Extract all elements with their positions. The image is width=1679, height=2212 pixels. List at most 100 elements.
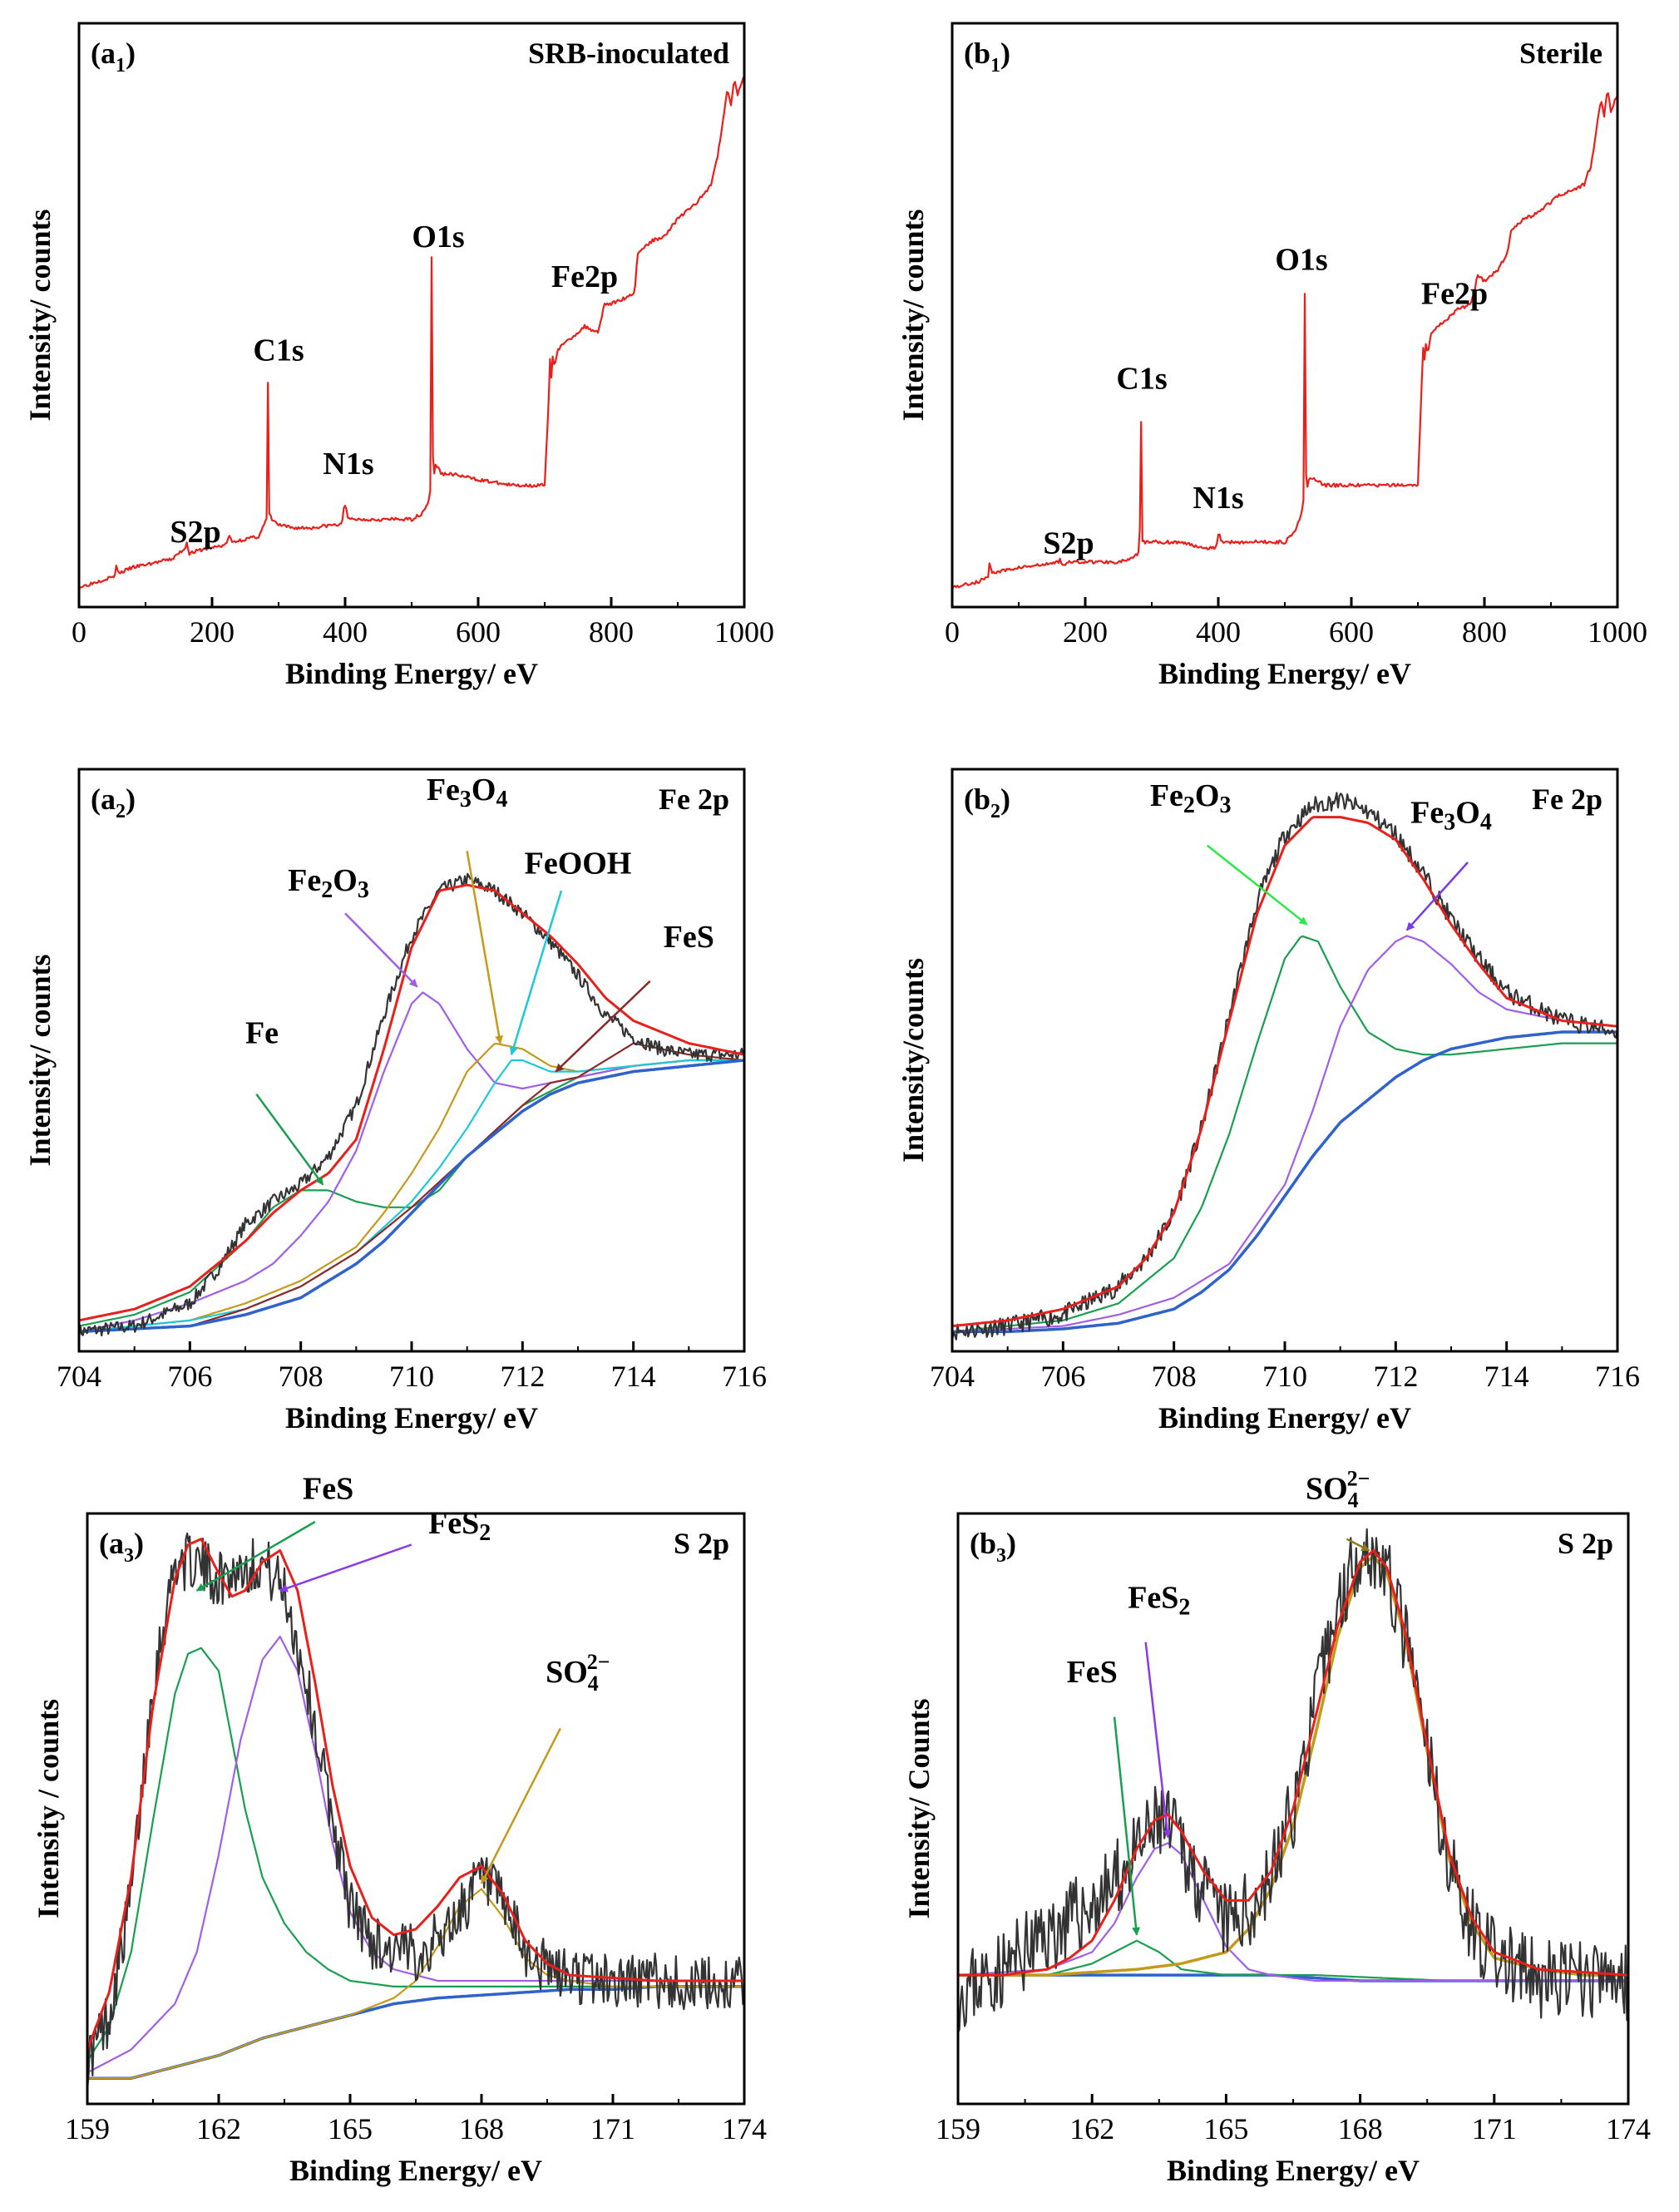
x-tick-label: 165 [1203, 2112, 1248, 2145]
x-axis-label: Binding Energy/ eV [289, 2154, 542, 2187]
x-tick-label: 716 [722, 1360, 767, 1393]
x-tick-label: 714 [1484, 1360, 1529, 1393]
x-tick-label: 171 [590, 2112, 635, 2145]
panel-label: (b1) [964, 37, 1010, 77]
x-tick-label: 710 [1262, 1360, 1307, 1393]
x-tick-label: 1000 [714, 615, 774, 649]
panel-a3: 159 162 165 168 171 174 Binding Energy/ eV Inte… [32, 1471, 767, 2187]
peak-annotation: FeS [1067, 1655, 1118, 1690]
peak-annotation: O1s [1275, 242, 1327, 277]
x-tick-label: 0 [72, 615, 86, 649]
x-tick-label: 708 [279, 1360, 323, 1393]
peak-annotation: O1s [412, 220, 464, 254]
series-fes2 [87, 1635, 744, 2074]
y-axis-label: Intensity/ counts [896, 209, 930, 421]
series-group [79, 75, 744, 590]
annotation-arrow [555, 980, 651, 1073]
x-tick-label: 168 [1338, 2112, 1383, 2145]
series-so4-2- [958, 1554, 1628, 1977]
plot-frame [951, 22, 1619, 609]
series-fit [87, 1538, 744, 2051]
series-background [952, 1030, 1617, 1334]
y-axis-label: Intensity/ Counts [902, 1698, 936, 1918]
series-fe3o4 [79, 1042, 744, 1333]
series-group [952, 91, 1617, 590]
annotation-arrow [279, 1543, 412, 1592]
panel-a2: 704 706 708 710 712 714 716 Binding Energy/ eV I… [23, 768, 767, 1434]
series-survey [79, 75, 744, 590]
series-group [958, 1528, 1628, 2033]
x-tick-label: 159 [936, 2112, 980, 2145]
series-fes [87, 1647, 744, 2062]
panel-b1: 0 200 400 600 800 1000 Binding Energy/ eV Inten… [896, 22, 1647, 690]
x-tick-label: 800 [589, 615, 634, 649]
plot-frame [86, 1512, 746, 2106]
peak-annotation: Fe [245, 1016, 279, 1051]
x-tick-label: 706 [1040, 1360, 1085, 1393]
peak-annotation: Fe2p [551, 259, 618, 294]
panel-title: S 2p [1558, 1527, 1613, 1560]
x-tick-label: 400 [1196, 615, 1241, 649]
x-tick-label: 712 [1373, 1360, 1418, 1393]
series-fit [952, 816, 1617, 1328]
y-axis-label: Intensity / counts [32, 1699, 65, 1918]
x-tick-label: 168 [459, 2112, 504, 2145]
annotation-arrow [509, 890, 563, 1056]
annotation-arrow [1346, 1538, 1370, 1552]
series-fes [79, 1042, 744, 1333]
series-fe2o3 [952, 935, 1617, 1333]
x-tick-label: 712 [500, 1360, 545, 1393]
series-fes2 [958, 1842, 1628, 1982]
panel-label: (a2) [91, 783, 136, 822]
peak-annotation: Fe2O3 [288, 863, 369, 903]
annotation-arrow [1113, 1716, 1140, 1936]
x-tick-label: 400 [323, 615, 368, 649]
peak-annotation: C1s [1116, 362, 1167, 397]
x-axis-label: Binding Energy/ eV [1158, 1401, 1411, 1434]
panel-b3: 159 162 165 168 171 174 Binding Energy/ eV Inte… [902, 1466, 1651, 2187]
series-group [87, 1532, 744, 2091]
peak-annotation: S2p [1043, 526, 1094, 560]
series-fe2o3 [79, 991, 744, 1333]
annotation-arrow [195, 1520, 316, 1592]
x-tick-label: 714 [611, 1360, 656, 1393]
series-fit [958, 1549, 1628, 1977]
panel-a1: 0 200 400 600 800 1000 Binding Energy/ eV Inten… [23, 22, 774, 690]
series-group [79, 872, 744, 1339]
series-group [952, 792, 1617, 1341]
x-tick-label: 162 [196, 2112, 241, 2145]
x-tick-label: 716 [1595, 1360, 1640, 1393]
series-raw [87, 1532, 744, 2091]
panel-label: (b3) [970, 1527, 1016, 1567]
x-tick-label: 710 [389, 1360, 434, 1393]
x-tick-label: 0 [945, 615, 960, 649]
panel-title: S 2p [674, 1527, 729, 1560]
y-axis-label: Intensity/ counts [23, 954, 57, 1166]
peak-annotation: N1s [323, 447, 373, 481]
series-fe3o4 [952, 935, 1617, 1333]
peak-annotation: FeOOH [525, 847, 632, 881]
panel-title: SRB-inoculated [528, 37, 729, 70]
annotation-arrow [1405, 862, 1469, 931]
series-background [79, 1059, 744, 1334]
annotation-arrow [1144, 1642, 1172, 1839]
peak-annotation: C1s [253, 333, 304, 368]
x-tick-label: 1000 [1588, 615, 1647, 649]
x-tick-label: 706 [167, 1360, 212, 1393]
annotation-arrow [255, 1094, 324, 1186]
x-tick-label: 174 [722, 2112, 767, 2145]
x-tick-label: 800 [1462, 615, 1507, 649]
peak-annotation: Fe3O4 [1410, 795, 1492, 835]
series-raw [952, 792, 1617, 1341]
panel-label: (a3) [99, 1527, 144, 1567]
peak-annotation: S2p [170, 515, 220, 550]
panel-title: Fe 2p [1532, 783, 1602, 816]
peak-annotation: Fe2p [1421, 276, 1488, 311]
x-tick-label: 600 [456, 615, 501, 649]
x-tick-label: 704 [57, 1360, 101, 1393]
series-fit [79, 883, 744, 1322]
series-so4-2- [87, 1888, 744, 2080]
x-tick-label: 159 [65, 2112, 110, 2145]
series-feooh [79, 1059, 744, 1333]
